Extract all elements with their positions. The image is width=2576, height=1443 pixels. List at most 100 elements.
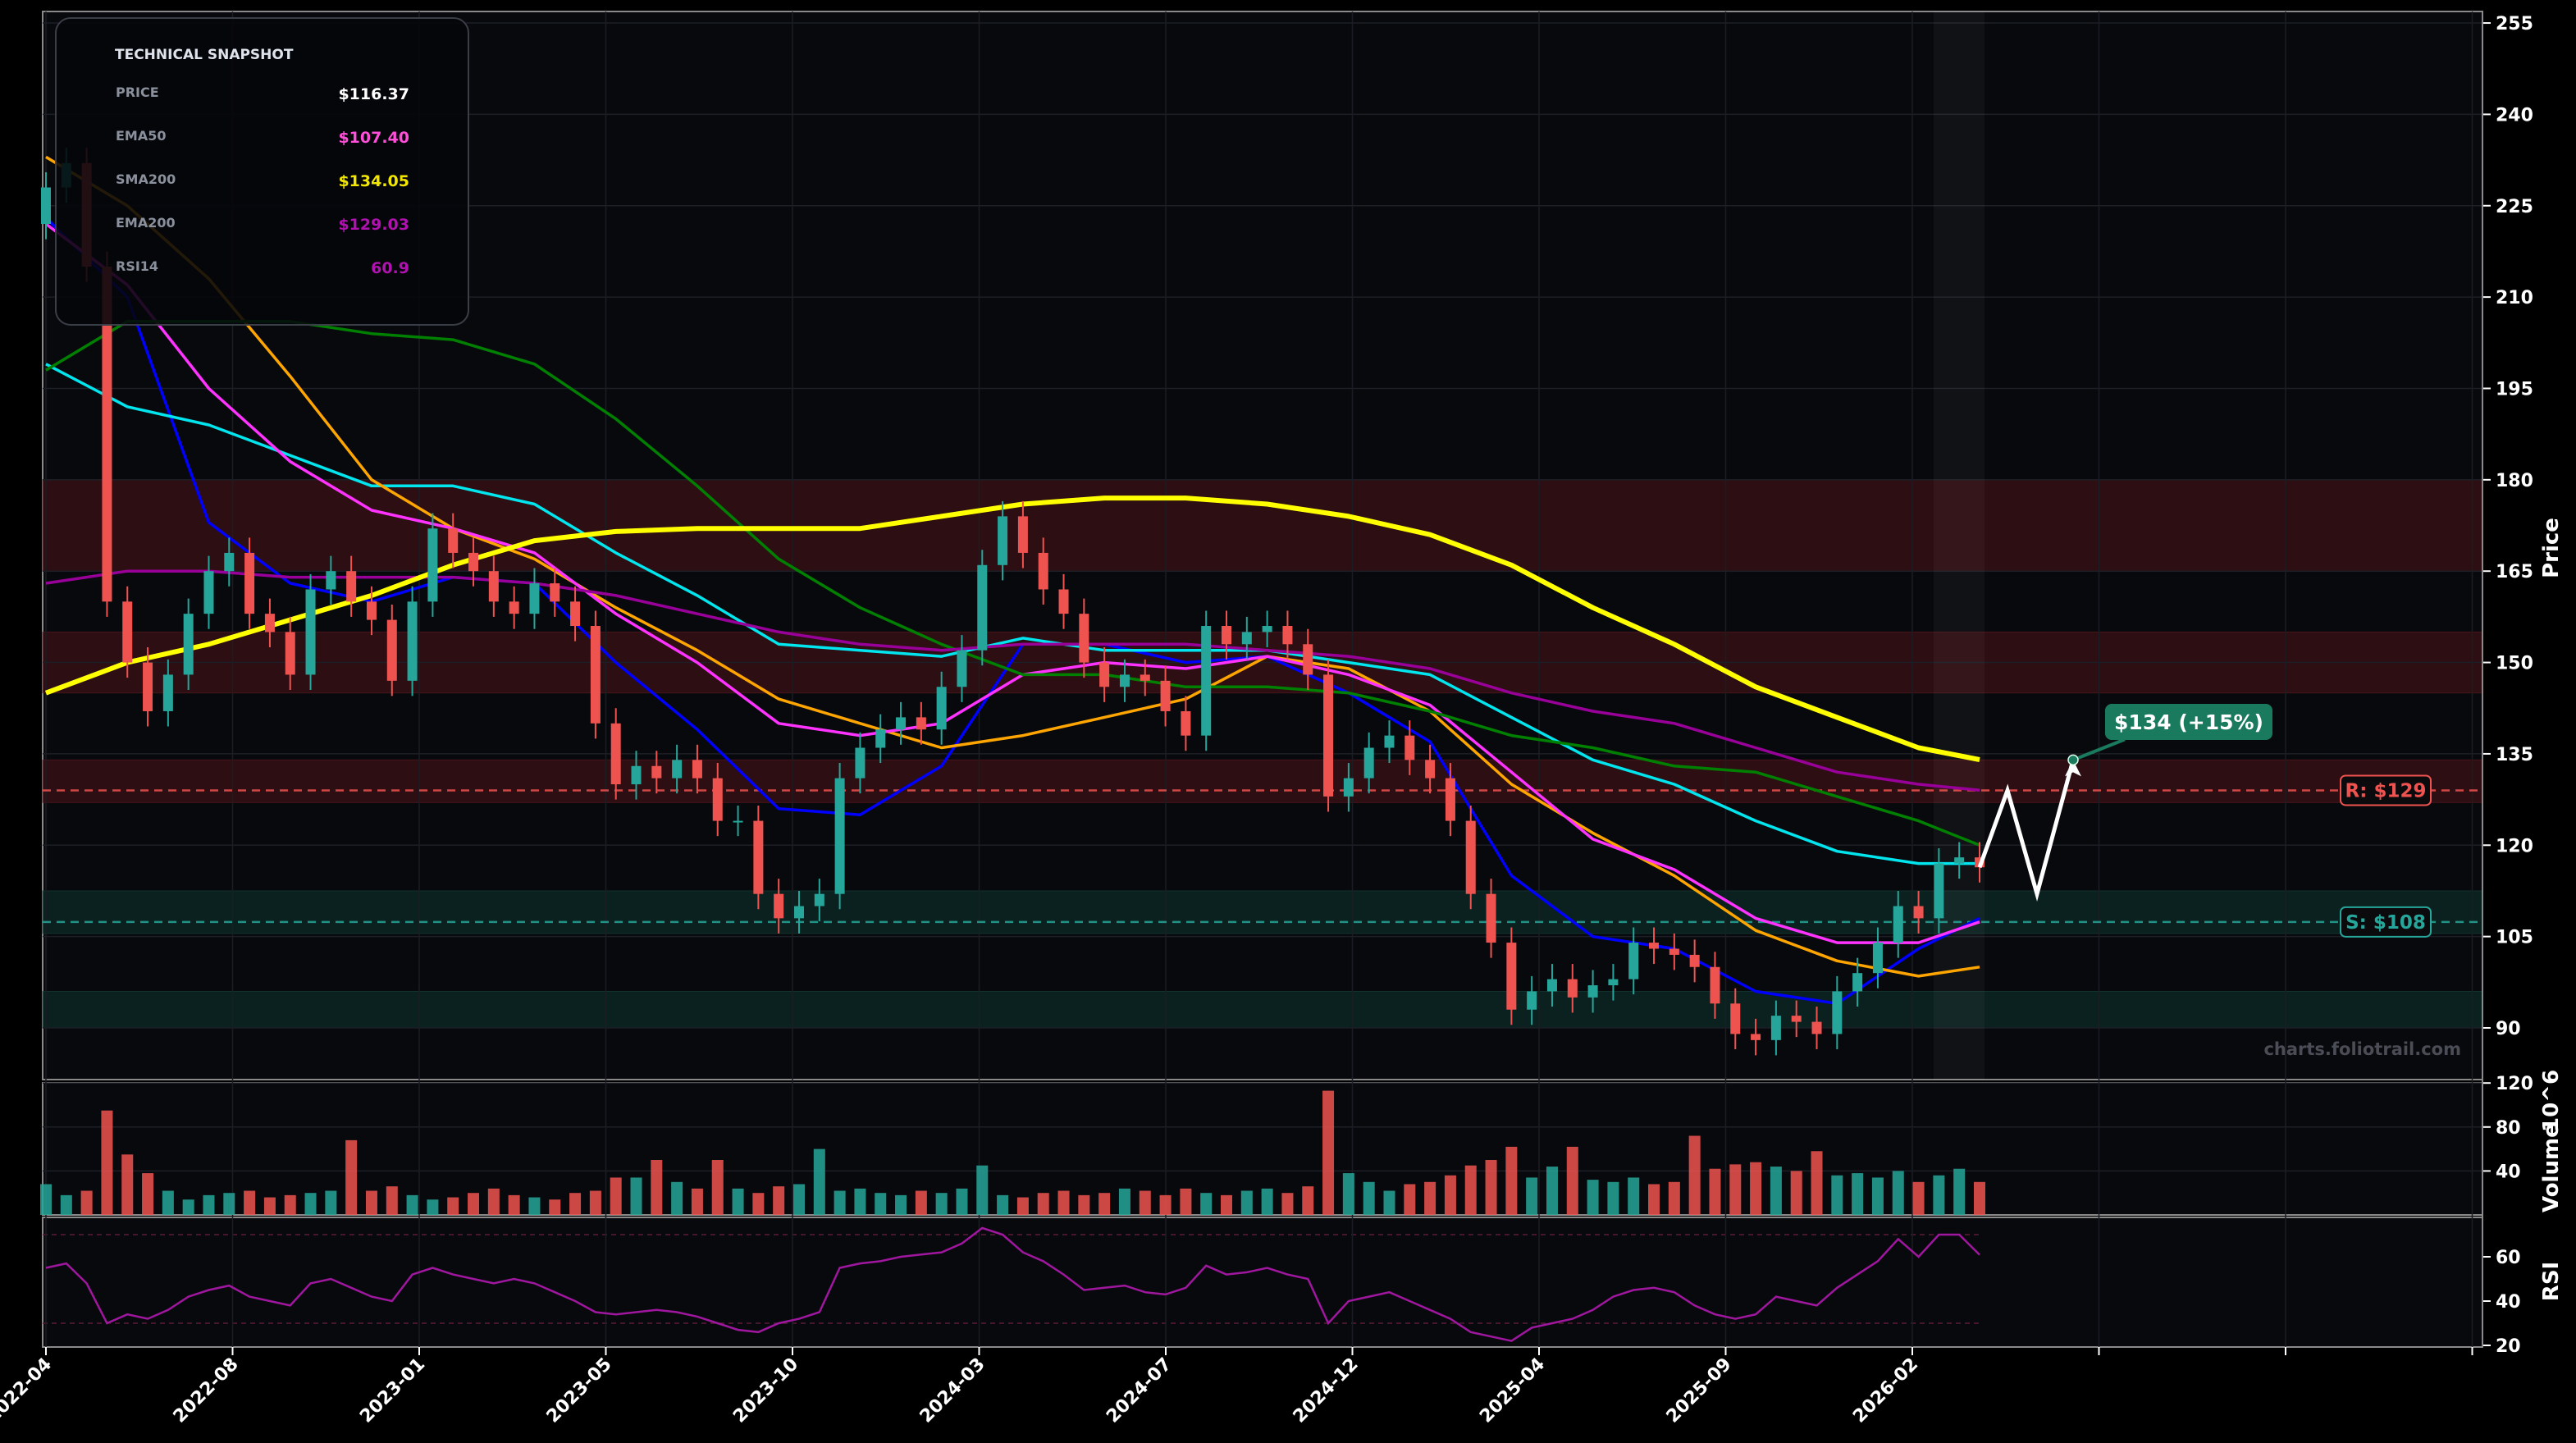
candle-body bbox=[774, 893, 784, 919]
volume-bar bbox=[101, 1110, 113, 1215]
volume-bar bbox=[1628, 1177, 1640, 1215]
rsi-panel bbox=[45, 1226, 1980, 1342]
candle-body bbox=[468, 552, 479, 572]
volume-bar bbox=[1607, 1181, 1619, 1215]
volume-bar bbox=[549, 1199, 561, 1215]
candle-body bbox=[570, 601, 581, 627]
volume-bar bbox=[1831, 1175, 1843, 1215]
price-tick-label: 255 bbox=[2496, 14, 2533, 34]
volume-bar bbox=[589, 1190, 601, 1215]
candle-body bbox=[977, 564, 988, 651]
candle-body bbox=[41, 187, 51, 225]
volume-bar bbox=[284, 1194, 296, 1215]
volume-bar bbox=[732, 1188, 744, 1215]
candle-body bbox=[793, 906, 804, 919]
snapshot-value: $107.40 bbox=[338, 129, 409, 147]
candle-body bbox=[1689, 954, 1700, 967]
candle-body bbox=[102, 267, 112, 602]
rsi-tick-label: 60 bbox=[2496, 1248, 2521, 1268]
candle-body bbox=[672, 760, 683, 779]
candle-body bbox=[1587, 985, 1598, 998]
ma-2-line bbox=[45, 155, 1980, 978]
candle-body bbox=[1323, 674, 1334, 797]
volume-bar bbox=[1221, 1194, 1233, 1215]
volume-bar bbox=[182, 1199, 194, 1215]
candle-body bbox=[1303, 644, 1313, 675]
ma-1-line bbox=[45, 363, 1980, 865]
volume-bar bbox=[569, 1193, 582, 1215]
volume-bar bbox=[1363, 1181, 1375, 1215]
candle-body bbox=[610, 723, 621, 785]
candle-body bbox=[590, 626, 601, 724]
candle-body bbox=[1872, 943, 1883, 974]
candle-body bbox=[550, 583, 560, 602]
candle-body bbox=[143, 662, 153, 711]
volume-bar bbox=[1933, 1175, 1945, 1215]
candle-body bbox=[1119, 674, 1130, 687]
projection-path: $134 (+15%) bbox=[1977, 704, 2272, 902]
volume-bar bbox=[1464, 1165, 1477, 1215]
volume-unit: 10^6 bbox=[2539, 1070, 2564, 1132]
volume-bar bbox=[203, 1194, 215, 1215]
volume-bar bbox=[1444, 1175, 1456, 1215]
candle-body bbox=[1913, 906, 1924, 919]
volume-bar bbox=[40, 1184, 52, 1215]
volume-bar bbox=[1281, 1193, 1294, 1215]
ema200-line bbox=[45, 569, 1980, 792]
candle-body bbox=[1546, 979, 1557, 992]
volume-bar bbox=[997, 1194, 1009, 1215]
candle-body bbox=[1140, 674, 1150, 681]
rsi-panel-bg bbox=[42, 1217, 2483, 1348]
volume-bar bbox=[365, 1190, 377, 1215]
candle-body bbox=[692, 760, 702, 779]
candle-body bbox=[183, 614, 194, 675]
resistance-zone bbox=[42, 759, 2483, 803]
candle-body bbox=[936, 687, 947, 730]
candle-body bbox=[875, 729, 886, 748]
volume-bar bbox=[651, 1160, 663, 1215]
snapshot-label: SMA200 bbox=[116, 171, 176, 187]
candle-body bbox=[1445, 778, 1455, 821]
volume-bar bbox=[528, 1197, 541, 1215]
volume-bar bbox=[1139, 1190, 1151, 1215]
watermark: charts.foliotrail.com bbox=[2263, 1039, 2461, 1059]
volume-bar bbox=[691, 1188, 703, 1215]
volume-bar bbox=[1302, 1186, 1314, 1215]
volume-bar bbox=[1871, 1177, 1884, 1215]
volume-bar bbox=[792, 1184, 805, 1215]
price-tick-label: 225 bbox=[2496, 197, 2533, 217]
volume-bar bbox=[345, 1139, 358, 1215]
volume-bar bbox=[468, 1193, 480, 1215]
volume-bar bbox=[834, 1190, 846, 1215]
volume-bar bbox=[1526, 1177, 1538, 1215]
volume-bar bbox=[956, 1188, 968, 1215]
volume-bar bbox=[1648, 1184, 1660, 1215]
candle-body bbox=[916, 717, 926, 730]
volume-bar bbox=[1485, 1160, 1497, 1215]
candle-body bbox=[1486, 893, 1496, 943]
candle-body bbox=[1017, 516, 1028, 553]
candle-body bbox=[1832, 991, 1843, 1034]
volume-bar bbox=[1200, 1193, 1213, 1215]
candle-body bbox=[1058, 589, 1069, 614]
volume-bar bbox=[854, 1188, 866, 1215]
candle-body bbox=[488, 571, 499, 602]
candle-body bbox=[651, 765, 662, 779]
candle-body bbox=[448, 528, 459, 553]
rsi-tick-label: 40 bbox=[2496, 1292, 2521, 1313]
resistance-zone bbox=[42, 479, 2483, 572]
volume-bars bbox=[40, 1090, 1985, 1215]
target-marker bbox=[2067, 754, 2079, 766]
volume-bar bbox=[1261, 1188, 1273, 1215]
candle-body bbox=[346, 571, 357, 602]
candle-body bbox=[1628, 943, 1639, 980]
volume-bar bbox=[1668, 1181, 1680, 1215]
volume-bar bbox=[1688, 1135, 1701, 1215]
candle-body bbox=[1770, 1016, 1781, 1040]
support-zone bbox=[42, 890, 2483, 934]
volume-bar bbox=[773, 1186, 785, 1215]
candle-body bbox=[733, 820, 743, 823]
candle-body bbox=[855, 747, 866, 779]
candle-body bbox=[264, 614, 275, 632]
candle-body bbox=[1363, 747, 1374, 779]
